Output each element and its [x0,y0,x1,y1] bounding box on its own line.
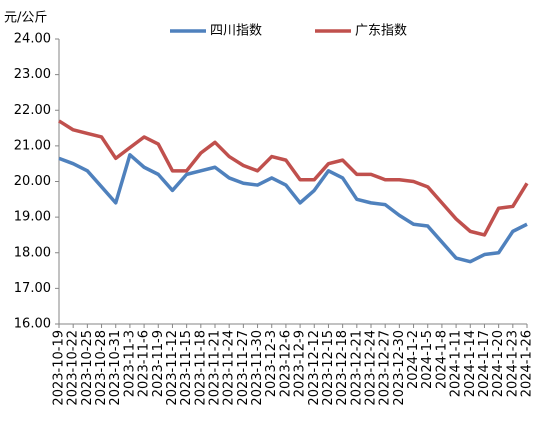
y-tick-label: 16.00 [14,317,51,332]
x-tick-label: 2023-12-6 [278,330,293,397]
y-tick-label: 19.00 [14,210,51,225]
x-tick-label: 2023-11-18 [193,330,208,406]
y-tick-label: 20.00 [14,174,51,189]
x-tick-label: 2023-10-25 [80,330,95,406]
x-tick-label: 2023-10-19 [52,330,67,406]
x-tick-label: 2023-10-22 [66,330,81,406]
x-tick-label: 2024-1-5 [420,330,435,389]
x-tick-label: 2023-11-9 [151,330,166,397]
x-tick-label: 2024-1-11 [449,330,464,397]
x-tick-label: 2023-12-12 [307,330,322,406]
x-tick-label: 2023-11-15 [179,330,194,406]
x-tick-label: 2023-11-3 [122,330,137,397]
x-tick-label: 2024-1-20 [491,330,506,397]
x-tick-label: 2023-12-30 [392,330,407,406]
y-tick-label: 24.00 [14,32,51,47]
y-tick-label: 23.00 [14,67,51,82]
x-tick-label: 2023-12-9 [293,330,308,397]
x-tick-label: 2024-1-14 [463,330,478,397]
x-tick-label: 2023-11-30 [250,330,265,406]
x-tick-label: 2023-12-21 [349,330,364,406]
x-tick-label: 2023-11-6 [137,330,152,397]
x-tick-label: 2024-1-26 [520,330,535,397]
x-tick-label: 2023-11-12 [165,330,180,406]
x-tick-label: 2023-12-24 [364,330,379,406]
line-series [58,119,529,237]
x-tick-label: 2023-11-24 [222,330,237,406]
y-tick-label: 22.00 [14,103,51,118]
x-tick-label: 2023-12-27 [378,330,393,406]
legend-label: 广东指数 [355,24,407,39]
x-tick-label: 2023-10-31 [108,330,123,406]
y-tick-label: 17.00 [14,281,51,296]
x-tick-label: 2023-12-18 [335,330,350,406]
line-series [58,153,528,264]
x-tick-label: 2023-12-15 [321,330,336,406]
x-tick-label: 2024-1-23 [505,330,520,397]
legend-label: 四川指数 [210,24,262,39]
x-tick-label: 2024-1-17 [477,330,492,397]
y-axis-label: 元/公斤 [4,11,47,26]
x-tick-label: 2023-12-3 [264,330,279,397]
x-tick-label: 2024-1-8 [434,330,449,389]
x-tick-label: 2024-1-2 [406,330,421,389]
x-tick-label: 2023-10-28 [94,330,109,406]
x-tick-label: 2023-11-21 [208,330,223,406]
x-tick-label: 2023-11-27 [236,330,251,406]
y-tick-label: 21.00 [14,138,51,153]
y-tick-label: 18.00 [14,245,51,260]
